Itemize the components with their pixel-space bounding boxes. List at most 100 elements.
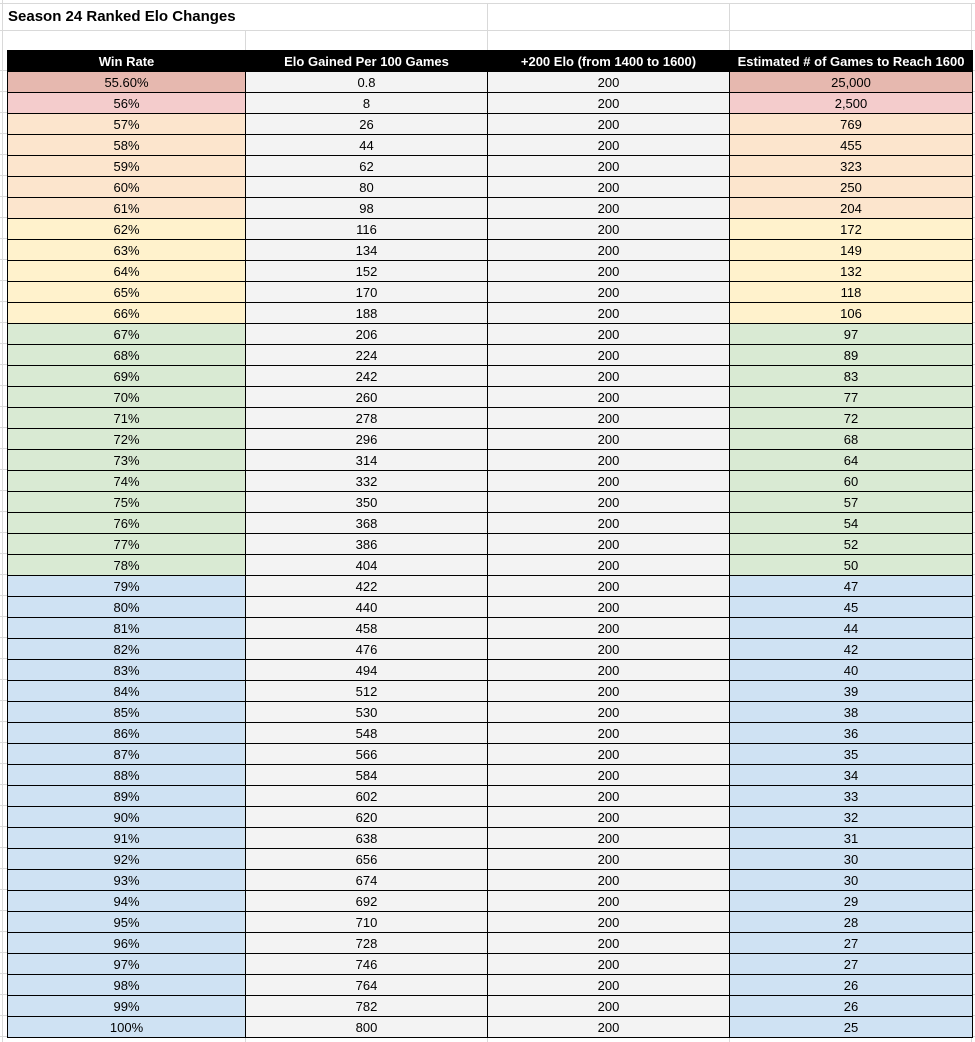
cell-elo-gained[interactable]: 746 bbox=[245, 953, 488, 975]
cell-games-to-reach[interactable]: 39 bbox=[729, 680, 973, 702]
cell-plus-200-elo[interactable]: 200 bbox=[487, 554, 730, 576]
cell-win-rate[interactable]: 78% bbox=[7, 554, 246, 576]
cell-plus-200-elo[interactable]: 200 bbox=[487, 491, 730, 513]
header-elo-gained[interactable]: Elo Gained Per 100 Games bbox=[245, 50, 488, 72]
cell-games-to-reach[interactable]: 30 bbox=[729, 869, 973, 891]
cell-plus-200-elo[interactable]: 200 bbox=[487, 260, 730, 282]
cell-elo-gained[interactable]: 458 bbox=[245, 617, 488, 639]
cell-elo-gained[interactable]: 476 bbox=[245, 638, 488, 660]
cell-plus-200-elo[interactable]: 200 bbox=[487, 71, 730, 93]
cell-games-to-reach[interactable]: 132 bbox=[729, 260, 973, 282]
cell-elo-gained[interactable]: 494 bbox=[245, 659, 488, 681]
cell-win-rate[interactable]: 90% bbox=[7, 806, 246, 828]
cell-games-to-reach[interactable]: 28 bbox=[729, 911, 973, 933]
cell-elo-gained[interactable]: 206 bbox=[245, 323, 488, 345]
header-plus-200-elo[interactable]: +200 Elo (from 1400 to 1600) bbox=[487, 50, 730, 72]
cell-elo-gained[interactable]: 530 bbox=[245, 701, 488, 723]
cell-elo-gained[interactable]: 0.8 bbox=[245, 71, 488, 93]
cell-win-rate[interactable]: 80% bbox=[7, 596, 246, 618]
cell-games-to-reach[interactable]: 33 bbox=[729, 785, 973, 807]
cell-elo-gained[interactable]: 62 bbox=[245, 155, 488, 177]
cell-plus-200-elo[interactable]: 200 bbox=[487, 197, 730, 219]
cell-elo-gained[interactable]: 170 bbox=[245, 281, 488, 303]
cell-plus-200-elo[interactable]: 200 bbox=[487, 1016, 730, 1038]
cell-plus-200-elo[interactable]: 200 bbox=[487, 848, 730, 870]
cell-win-rate[interactable]: 92% bbox=[7, 848, 246, 870]
cell-games-to-reach[interactable]: 323 bbox=[729, 155, 973, 177]
cell-plus-200-elo[interactable]: 200 bbox=[487, 176, 730, 198]
cell-win-rate[interactable]: 96% bbox=[7, 932, 246, 954]
cell-games-to-reach[interactable]: 50 bbox=[729, 554, 973, 576]
cell-plus-200-elo[interactable]: 200 bbox=[487, 995, 730, 1017]
cell-win-rate[interactable]: 84% bbox=[7, 680, 246, 702]
cell-plus-200-elo[interactable]: 200 bbox=[487, 134, 730, 156]
cell-elo-gained[interactable]: 26 bbox=[245, 113, 488, 135]
cell-games-to-reach[interactable]: 250 bbox=[729, 176, 973, 198]
cell-elo-gained[interactable]: 224 bbox=[245, 344, 488, 366]
cell-win-rate[interactable]: 66% bbox=[7, 302, 246, 324]
cell-plus-200-elo[interactable]: 200 bbox=[487, 239, 730, 261]
cell-plus-200-elo[interactable]: 200 bbox=[487, 449, 730, 471]
cell-win-rate[interactable]: 97% bbox=[7, 953, 246, 975]
cell-win-rate[interactable]: 57% bbox=[7, 113, 246, 135]
cell-games-to-reach[interactable]: 40 bbox=[729, 659, 973, 681]
cell-games-to-reach[interactable]: 68 bbox=[729, 428, 973, 450]
cell-elo-gained[interactable]: 566 bbox=[245, 743, 488, 765]
cell-plus-200-elo[interactable]: 200 bbox=[487, 617, 730, 639]
cell-plus-200-elo[interactable]: 200 bbox=[487, 911, 730, 933]
cell-elo-gained[interactable]: 710 bbox=[245, 911, 488, 933]
cell-plus-200-elo[interactable]: 200 bbox=[487, 533, 730, 555]
cell-games-to-reach[interactable]: 118 bbox=[729, 281, 973, 303]
cell-elo-gained[interactable]: 422 bbox=[245, 575, 488, 597]
cell-win-rate[interactable]: 75% bbox=[7, 491, 246, 513]
cell-games-to-reach[interactable]: 83 bbox=[729, 365, 973, 387]
cell-plus-200-elo[interactable]: 200 bbox=[487, 344, 730, 366]
cell-plus-200-elo[interactable]: 200 bbox=[487, 680, 730, 702]
header-win-rate[interactable]: Win Rate bbox=[7, 50, 246, 72]
cell-win-rate[interactable]: 100% bbox=[7, 1016, 246, 1038]
cell-plus-200-elo[interactable]: 200 bbox=[487, 932, 730, 954]
cell-win-rate[interactable]: 63% bbox=[7, 239, 246, 261]
cell-win-rate[interactable]: 76% bbox=[7, 512, 246, 534]
cell-elo-gained[interactable]: 638 bbox=[245, 827, 488, 849]
cell-plus-200-elo[interactable]: 200 bbox=[487, 806, 730, 828]
cell-games-to-reach[interactable]: 27 bbox=[729, 953, 973, 975]
cell-plus-200-elo[interactable]: 200 bbox=[487, 785, 730, 807]
cell-plus-200-elo[interactable]: 200 bbox=[487, 659, 730, 681]
cell-games-to-reach[interactable]: 455 bbox=[729, 134, 973, 156]
sheet-title[interactable]: Season 24 Ranked Elo Changes bbox=[8, 8, 236, 25]
cell-plus-200-elo[interactable]: 200 bbox=[487, 113, 730, 135]
cell-plus-200-elo[interactable]: 200 bbox=[487, 722, 730, 744]
header-games-to-reach[interactable]: Estimated # of Games to Reach 1600 bbox=[729, 50, 973, 72]
cell-elo-gained[interactable]: 764 bbox=[245, 974, 488, 996]
cell-games-to-reach[interactable]: 25 bbox=[729, 1016, 973, 1038]
cell-elo-gained[interactable]: 386 bbox=[245, 533, 488, 555]
cell-elo-gained[interactable]: 80 bbox=[245, 176, 488, 198]
cell-games-to-reach[interactable]: 25,000 bbox=[729, 71, 973, 93]
cell-elo-gained[interactable]: 44 bbox=[245, 134, 488, 156]
cell-plus-200-elo[interactable]: 200 bbox=[487, 638, 730, 660]
cell-win-rate[interactable]: 69% bbox=[7, 365, 246, 387]
cell-win-rate[interactable]: 77% bbox=[7, 533, 246, 555]
cell-games-to-reach[interactable]: 36 bbox=[729, 722, 973, 744]
cell-games-to-reach[interactable]: 204 bbox=[729, 197, 973, 219]
cell-games-to-reach[interactable]: 44 bbox=[729, 617, 973, 639]
cell-games-to-reach[interactable]: 172 bbox=[729, 218, 973, 240]
cell-win-rate[interactable]: 98% bbox=[7, 974, 246, 996]
cell-plus-200-elo[interactable]: 200 bbox=[487, 974, 730, 996]
cell-plus-200-elo[interactable]: 200 bbox=[487, 743, 730, 765]
cell-elo-gained[interactable]: 584 bbox=[245, 764, 488, 786]
cell-plus-200-elo[interactable]: 200 bbox=[487, 365, 730, 387]
cell-win-rate[interactable]: 91% bbox=[7, 827, 246, 849]
cell-games-to-reach[interactable]: 64 bbox=[729, 449, 973, 471]
cell-elo-gained[interactable]: 440 bbox=[245, 596, 488, 618]
cell-plus-200-elo[interactable]: 200 bbox=[487, 218, 730, 240]
cell-win-rate[interactable]: 71% bbox=[7, 407, 246, 429]
cell-elo-gained[interactable]: 188 bbox=[245, 302, 488, 324]
cell-elo-gained[interactable]: 260 bbox=[245, 386, 488, 408]
cell-plus-200-elo[interactable]: 200 bbox=[487, 92, 730, 114]
cell-win-rate[interactable]: 94% bbox=[7, 890, 246, 912]
cell-plus-200-elo[interactable]: 200 bbox=[487, 890, 730, 912]
cell-elo-gained[interactable]: 278 bbox=[245, 407, 488, 429]
cell-games-to-reach[interactable]: 26 bbox=[729, 995, 973, 1017]
